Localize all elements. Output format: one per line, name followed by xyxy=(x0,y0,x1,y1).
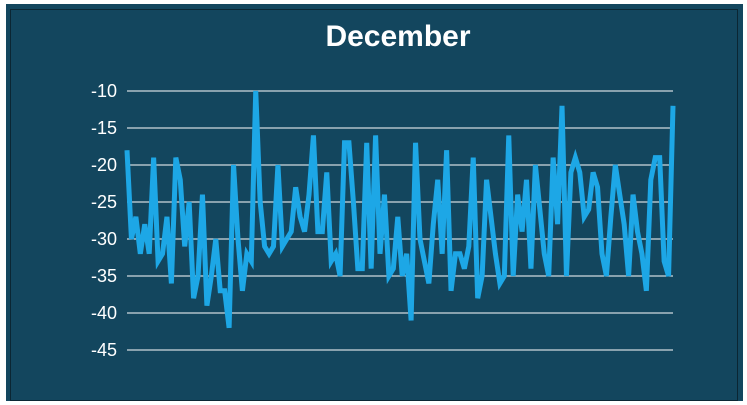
chart-title: December xyxy=(325,20,470,53)
series-group xyxy=(124,90,676,329)
y-axis-ticks: -10 -15 -20 -25 -30 -35 -40 -45 xyxy=(91,81,117,360)
y-tick-label: -25 xyxy=(91,192,117,212)
y-tick-label: -40 xyxy=(91,303,117,323)
y-tick-label: -30 xyxy=(91,229,117,249)
chart-border xyxy=(10,9,738,401)
series-line-0 xyxy=(124,90,676,329)
y-tick-label: -35 xyxy=(91,266,117,286)
y-tick-label: -10 xyxy=(91,81,117,101)
y-tick-label: -45 xyxy=(91,340,117,360)
y-tick-label: -15 xyxy=(91,118,117,138)
y-tick-label: -20 xyxy=(91,155,117,175)
